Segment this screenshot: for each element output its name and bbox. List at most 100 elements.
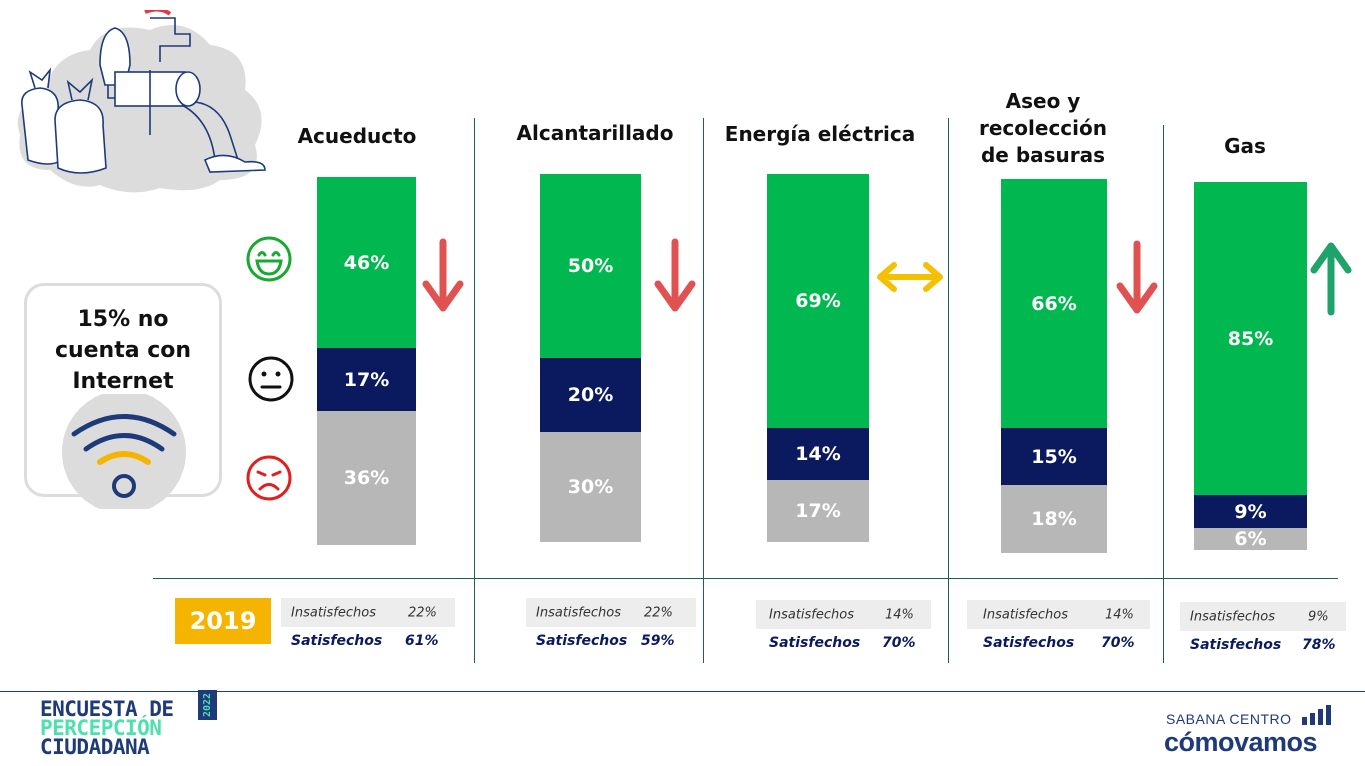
bar-segment-neutral: 17%	[317, 348, 416, 411]
bar-acueducto: 46% 17% 36%	[317, 177, 416, 545]
column-divider	[1163, 125, 1164, 663]
satisfechos-value: 59%	[641, 633, 675, 649]
insatisfechos-label: Insatisfechos	[983, 607, 1068, 622]
logo-sabana-centro: SABANA CENTRO cómovamos	[1160, 705, 1340, 760]
footer-divider	[0, 691, 1365, 692]
trend-equal-arrow-icon	[877, 262, 943, 292]
title-gas: Gas	[1224, 134, 1266, 158]
internet-line1: 15% no	[77, 307, 169, 332]
bar-gas: 85% 9% 6%	[1194, 182, 1307, 550]
insatisfechos-value: 22%	[408, 605, 437, 620]
bar-value-label: 66%	[1031, 292, 1077, 315]
title-energia: Energía eléctrica	[724, 122, 916, 146]
title-acueducto: Acueducto	[297, 124, 417, 148]
logo-encuesta-line2: PERCEPCIÓN	[40, 716, 162, 740]
bar-segment-unsatisfied: 17%	[767, 480, 869, 542]
bar-value-label: 85%	[1227, 327, 1274, 350]
bar-segment-unsatisfied: 18%	[1001, 485, 1107, 553]
bar-segment-satisfied: 69%	[767, 174, 869, 428]
comparison-aseo: Insatisfechos 14% Satisfechos 70%	[967, 600, 1150, 656]
bar-segment-satisfied: 66%	[1001, 179, 1107, 428]
bar-value-label: 30%	[567, 476, 614, 498]
internet-line3: Internet	[72, 369, 174, 394]
bar-segment-satisfied: 50%	[540, 174, 641, 358]
comparison-gas: Insatisfechos 9% Satisfechos 78%	[1180, 602, 1346, 658]
bar-value-label: 18%	[1031, 508, 1077, 530]
bar-segment-neutral: 20%	[540, 358, 641, 432]
bar-alcantarillado: 50% 20% 30%	[540, 174, 641, 542]
satisfechos-value: 61%	[405, 633, 439, 649]
trend-down-arrow-icon	[422, 238, 464, 312]
year-badge: 2019	[175, 598, 271, 644]
title-aseo-line3: de basuras	[980, 143, 1106, 167]
column-divider	[948, 118, 949, 663]
bar-value-label: 36%	[343, 467, 390, 489]
bar-segment-neutral: 9%	[1194, 495, 1307, 528]
neutral-face-icon	[248, 356, 294, 402]
logo-encuesta: ENCUESTA DE PERCEPCIÓN CIUDADANA 2022	[40, 689, 230, 760]
column-divider	[474, 118, 475, 663]
title-aseo-line2: recolección	[979, 116, 1107, 140]
logo-sabana-line1: SABANA CENTRO	[1166, 711, 1292, 727]
bar-segment-satisfied: 46%	[317, 177, 416, 348]
comparison-energia: Insatisfechos 14% Satisfechos 70%	[756, 600, 931, 656]
title-aseo: Aseo y recolección de basuras	[958, 88, 1128, 169]
logo-encuesta-line1: ENCUESTA DE	[40, 697, 174, 721]
bar-segment-neutral: 14%	[767, 428, 869, 480]
bar-segment-unsatisfied: 36%	[317, 411, 416, 545]
satisfechos-value: 70%	[1101, 635, 1135, 651]
trend-down-arrow-icon	[654, 238, 696, 312]
comparison-acueducto: Insatisfechos 22% Satisfechos 61%	[281, 598, 455, 654]
satisfechos-label: Satisfechos	[536, 633, 628, 649]
bar-aseo: 66% 15% 18%	[1001, 179, 1107, 553]
logo-encuesta-line3: CIUDADANA	[40, 735, 150, 759]
comparison-alcantarillado: Insatisfechos 22% Satisfechos 59%	[526, 598, 696, 654]
satisfechos-label: Satisfechos	[291, 633, 383, 649]
insatisfechos-value: 14%	[1105, 607, 1134, 622]
bar-segment-unsatisfied: 30%	[540, 432, 641, 542]
insatisfechos-label: Insatisfechos	[1190, 609, 1275, 624]
insatisfechos-label: Insatisfechos	[769, 607, 854, 622]
bar-value-label: 9%	[1234, 500, 1267, 523]
satisfechos-label: Satisfechos	[769, 635, 861, 651]
bar-segment-neutral: 15%	[1001, 428, 1107, 485]
bar-value-label: 14%	[795, 443, 841, 465]
bar-value-label: 69%	[795, 290, 841, 312]
happy-face-icon	[246, 236, 292, 282]
trend-up-arrow-icon	[1310, 242, 1352, 316]
bar-value-label: 20%	[567, 384, 614, 406]
internet-text: 15% no cuenta con Internet	[27, 304, 219, 397]
bar-segment-satisfied: 85%	[1194, 182, 1307, 495]
insatisfechos-label: Insatisfechos	[536, 605, 621, 620]
bar-value-label: 17%	[343, 368, 390, 391]
satisfechos-label: Satisfechos	[1190, 637, 1282, 653]
insatisfechos-label: Insatisfechos	[291, 605, 376, 620]
column-divider	[703, 118, 704, 663]
satisfechos-value: 78%	[1302, 637, 1336, 653]
insatisfechos-value: 14%	[885, 607, 914, 622]
services-illustration	[17, 10, 266, 193]
bar-value-label: 17%	[795, 500, 841, 522]
title-aseo-line1: Aseo y	[1005, 89, 1081, 113]
bar-value-label: 50%	[567, 255, 614, 277]
wifi-icon	[62, 394, 186, 509]
year-badge-label: 2019	[189, 607, 257, 635]
bar-chart-logo-icon	[1302, 705, 1331, 725]
trend-down-arrow-icon	[1116, 240, 1158, 314]
sad-face-icon	[246, 455, 292, 501]
bar-energia: 69% 14% 17%	[767, 174, 869, 542]
bar-value-label: 15%	[1031, 445, 1077, 468]
baseline-divider	[153, 578, 1338, 579]
title-alcantarillado: Alcantarillado	[516, 121, 674, 145]
bar-segment-unsatisfied: 6%	[1194, 528, 1307, 550]
bar-value-label: 6%	[1234, 528, 1267, 550]
satisfechos-value: 70%	[882, 635, 916, 651]
insatisfechos-value: 22%	[644, 605, 673, 620]
bar-value-label: 46%	[343, 251, 390, 274]
internet-callout: 15% no cuenta con Internet	[24, 283, 222, 509]
logo-encuesta-year: 2022	[198, 689, 217, 720]
satisfechos-label: Satisfechos	[983, 635, 1075, 651]
logo-sabana-line2: cómovamos	[1164, 727, 1318, 757]
insatisfechos-value: 9%	[1308, 609, 1329, 624]
internet-line2: cuenta con	[54, 338, 192, 363]
